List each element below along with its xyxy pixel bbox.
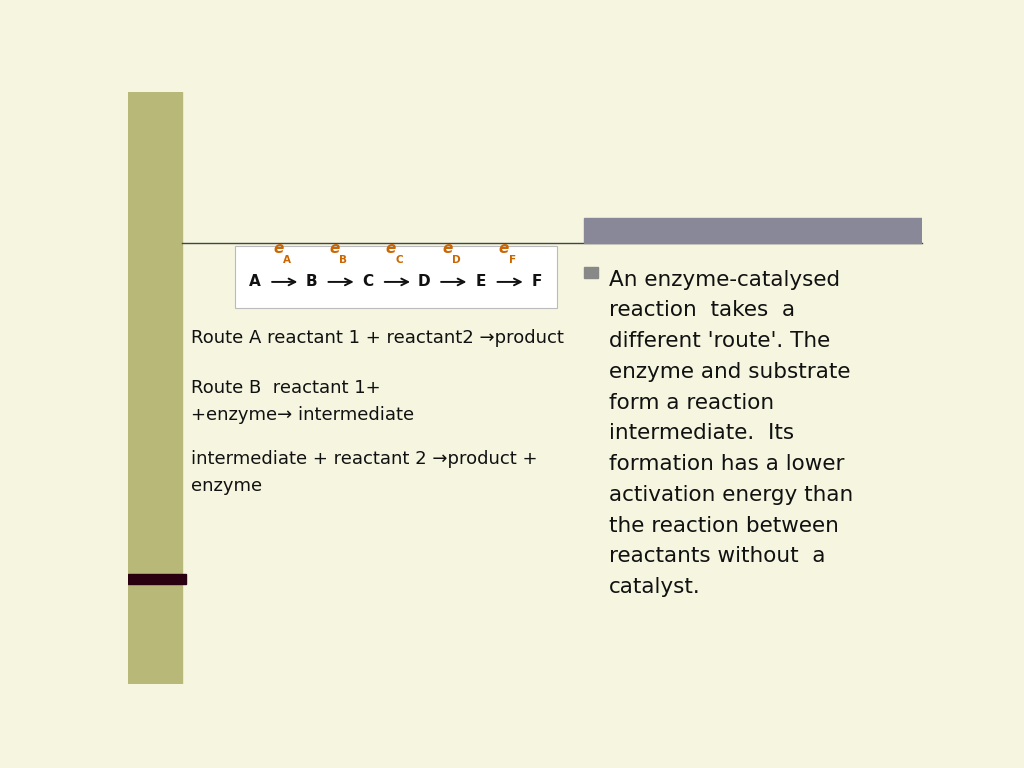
Bar (236, 246, 557, 308)
Text: form a reaction: form a reaction (609, 392, 774, 412)
Text: B: B (305, 274, 317, 290)
Text: +enzyme→ intermediate: +enzyme→ intermediate (191, 406, 415, 424)
Text: reactants without  a: reactants without a (609, 546, 825, 566)
Text: enzyme: enzyme (191, 476, 262, 495)
Text: C: C (396, 255, 403, 265)
Text: reaction  takes  a: reaction takes a (609, 300, 795, 320)
Text: A: A (249, 274, 261, 290)
Text: e: e (386, 241, 396, 256)
Text: e: e (442, 241, 453, 256)
Bar (128, 574, 186, 584)
Text: F: F (509, 255, 516, 265)
Text: A: A (283, 255, 291, 265)
Text: D: D (452, 255, 461, 265)
Text: e: e (499, 241, 509, 256)
Text: intermediate + reactant 2 →product +: intermediate + reactant 2 →product + (191, 450, 538, 468)
Text: formation has a lower: formation has a lower (609, 454, 845, 474)
Text: B: B (340, 255, 347, 265)
Bar (584, 267, 598, 278)
Text: E: E (475, 274, 485, 290)
Text: catalyst.: catalyst. (609, 577, 700, 597)
Text: An enzyme-catalysed: An enzyme-catalysed (609, 270, 840, 290)
Text: e: e (273, 241, 284, 256)
Text: intermediate.  Its: intermediate. Its (609, 423, 794, 443)
Text: activation energy than: activation energy than (609, 485, 853, 505)
Text: the reaction between: the reaction between (609, 515, 839, 535)
Text: enzyme and substrate: enzyme and substrate (609, 362, 850, 382)
Text: C: C (362, 274, 373, 290)
Text: Route B  reactant 1+: Route B reactant 1+ (191, 379, 381, 397)
Text: e: e (330, 241, 340, 256)
Text: Route A reactant 1 + reactant2 →product: Route A reactant 1 + reactant2 →product (191, 329, 564, 346)
Text: F: F (531, 274, 542, 290)
Bar (128, 92, 182, 684)
Bar (585, 218, 922, 243)
Text: D: D (418, 274, 430, 290)
Text: different 'route'. The: different 'route'. The (609, 331, 830, 351)
